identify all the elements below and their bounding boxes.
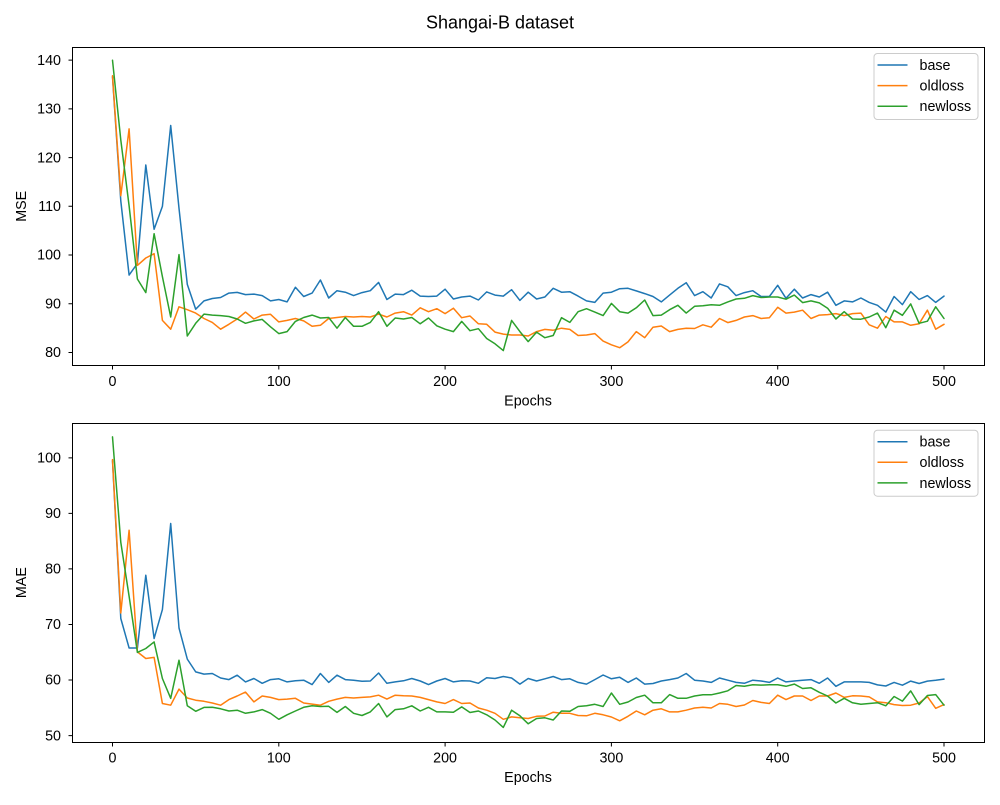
svg-text:200: 200 xyxy=(433,374,457,390)
svg-text:oldloss: oldloss xyxy=(920,79,965,95)
svg-text:base: base xyxy=(920,58,951,74)
svg-text:100: 100 xyxy=(267,751,291,767)
svg-text:base: base xyxy=(920,435,951,451)
svg-text:newloss: newloss xyxy=(920,476,972,492)
svg-text:Epochs: Epochs xyxy=(504,770,552,786)
svg-text:110: 110 xyxy=(38,199,61,215)
svg-text:100: 100 xyxy=(267,374,291,390)
svg-text:0: 0 xyxy=(109,751,117,767)
svg-text:60: 60 xyxy=(45,673,61,689)
svg-text:400: 400 xyxy=(766,374,790,390)
svg-text:newloss: newloss xyxy=(920,99,972,115)
svg-text:50: 50 xyxy=(45,728,61,744)
svg-text:500: 500 xyxy=(932,374,956,390)
svg-text:0: 0 xyxy=(109,374,117,390)
svg-text:200: 200 xyxy=(433,751,457,767)
svg-text:100: 100 xyxy=(37,451,61,467)
svg-text:oldloss: oldloss xyxy=(920,455,965,471)
svg-text:140: 140 xyxy=(37,53,61,69)
svg-text:70: 70 xyxy=(45,617,61,633)
svg-text:Epochs: Epochs xyxy=(504,394,552,410)
svg-text:130: 130 xyxy=(37,102,61,118)
svg-text:80: 80 xyxy=(45,562,61,578)
svg-text:90: 90 xyxy=(45,506,61,522)
svg-text:400: 400 xyxy=(766,751,790,767)
svg-text:80: 80 xyxy=(45,345,61,361)
svg-text:Shangai-B dataset: Shangai-B dataset xyxy=(426,13,574,33)
svg-text:90: 90 xyxy=(45,297,61,313)
svg-text:MAE: MAE xyxy=(14,567,30,598)
svg-text:MSE: MSE xyxy=(14,191,30,222)
svg-text:120: 120 xyxy=(37,150,61,166)
svg-text:300: 300 xyxy=(599,374,623,390)
svg-text:300: 300 xyxy=(599,751,623,767)
svg-text:500: 500 xyxy=(932,751,956,767)
svg-text:100: 100 xyxy=(37,248,61,264)
